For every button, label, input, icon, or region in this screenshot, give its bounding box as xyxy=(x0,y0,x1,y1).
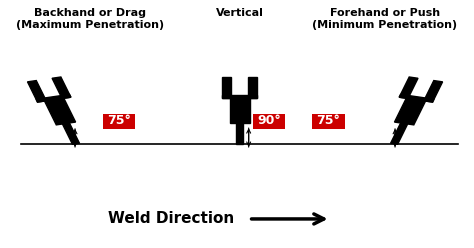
Polygon shape xyxy=(399,77,418,98)
Polygon shape xyxy=(222,95,257,98)
FancyBboxPatch shape xyxy=(253,114,285,129)
Polygon shape xyxy=(52,77,71,98)
Polygon shape xyxy=(27,81,46,102)
Text: Vertical: Vertical xyxy=(216,8,264,18)
Text: Forehand or Push
(Minimum Penetration): Forehand or Push (Minimum Penetration) xyxy=(312,8,457,30)
Text: 90°: 90° xyxy=(257,114,281,127)
Text: Weld Direction: Weld Direction xyxy=(108,212,235,226)
FancyBboxPatch shape xyxy=(103,114,136,129)
FancyBboxPatch shape xyxy=(312,114,345,129)
Text: Backhand or Drag
(Maximum Penetration): Backhand or Drag (Maximum Penetration) xyxy=(16,8,164,30)
Polygon shape xyxy=(424,81,443,102)
Polygon shape xyxy=(229,98,250,123)
Polygon shape xyxy=(399,94,434,102)
Polygon shape xyxy=(248,77,257,98)
Polygon shape xyxy=(36,94,71,102)
Polygon shape xyxy=(394,98,426,125)
Text: 75°: 75° xyxy=(316,114,340,127)
Text: 75°: 75° xyxy=(107,114,131,127)
Polygon shape xyxy=(391,123,408,144)
Polygon shape xyxy=(45,98,76,125)
Polygon shape xyxy=(236,123,243,144)
Polygon shape xyxy=(222,77,231,98)
Polygon shape xyxy=(63,123,80,144)
